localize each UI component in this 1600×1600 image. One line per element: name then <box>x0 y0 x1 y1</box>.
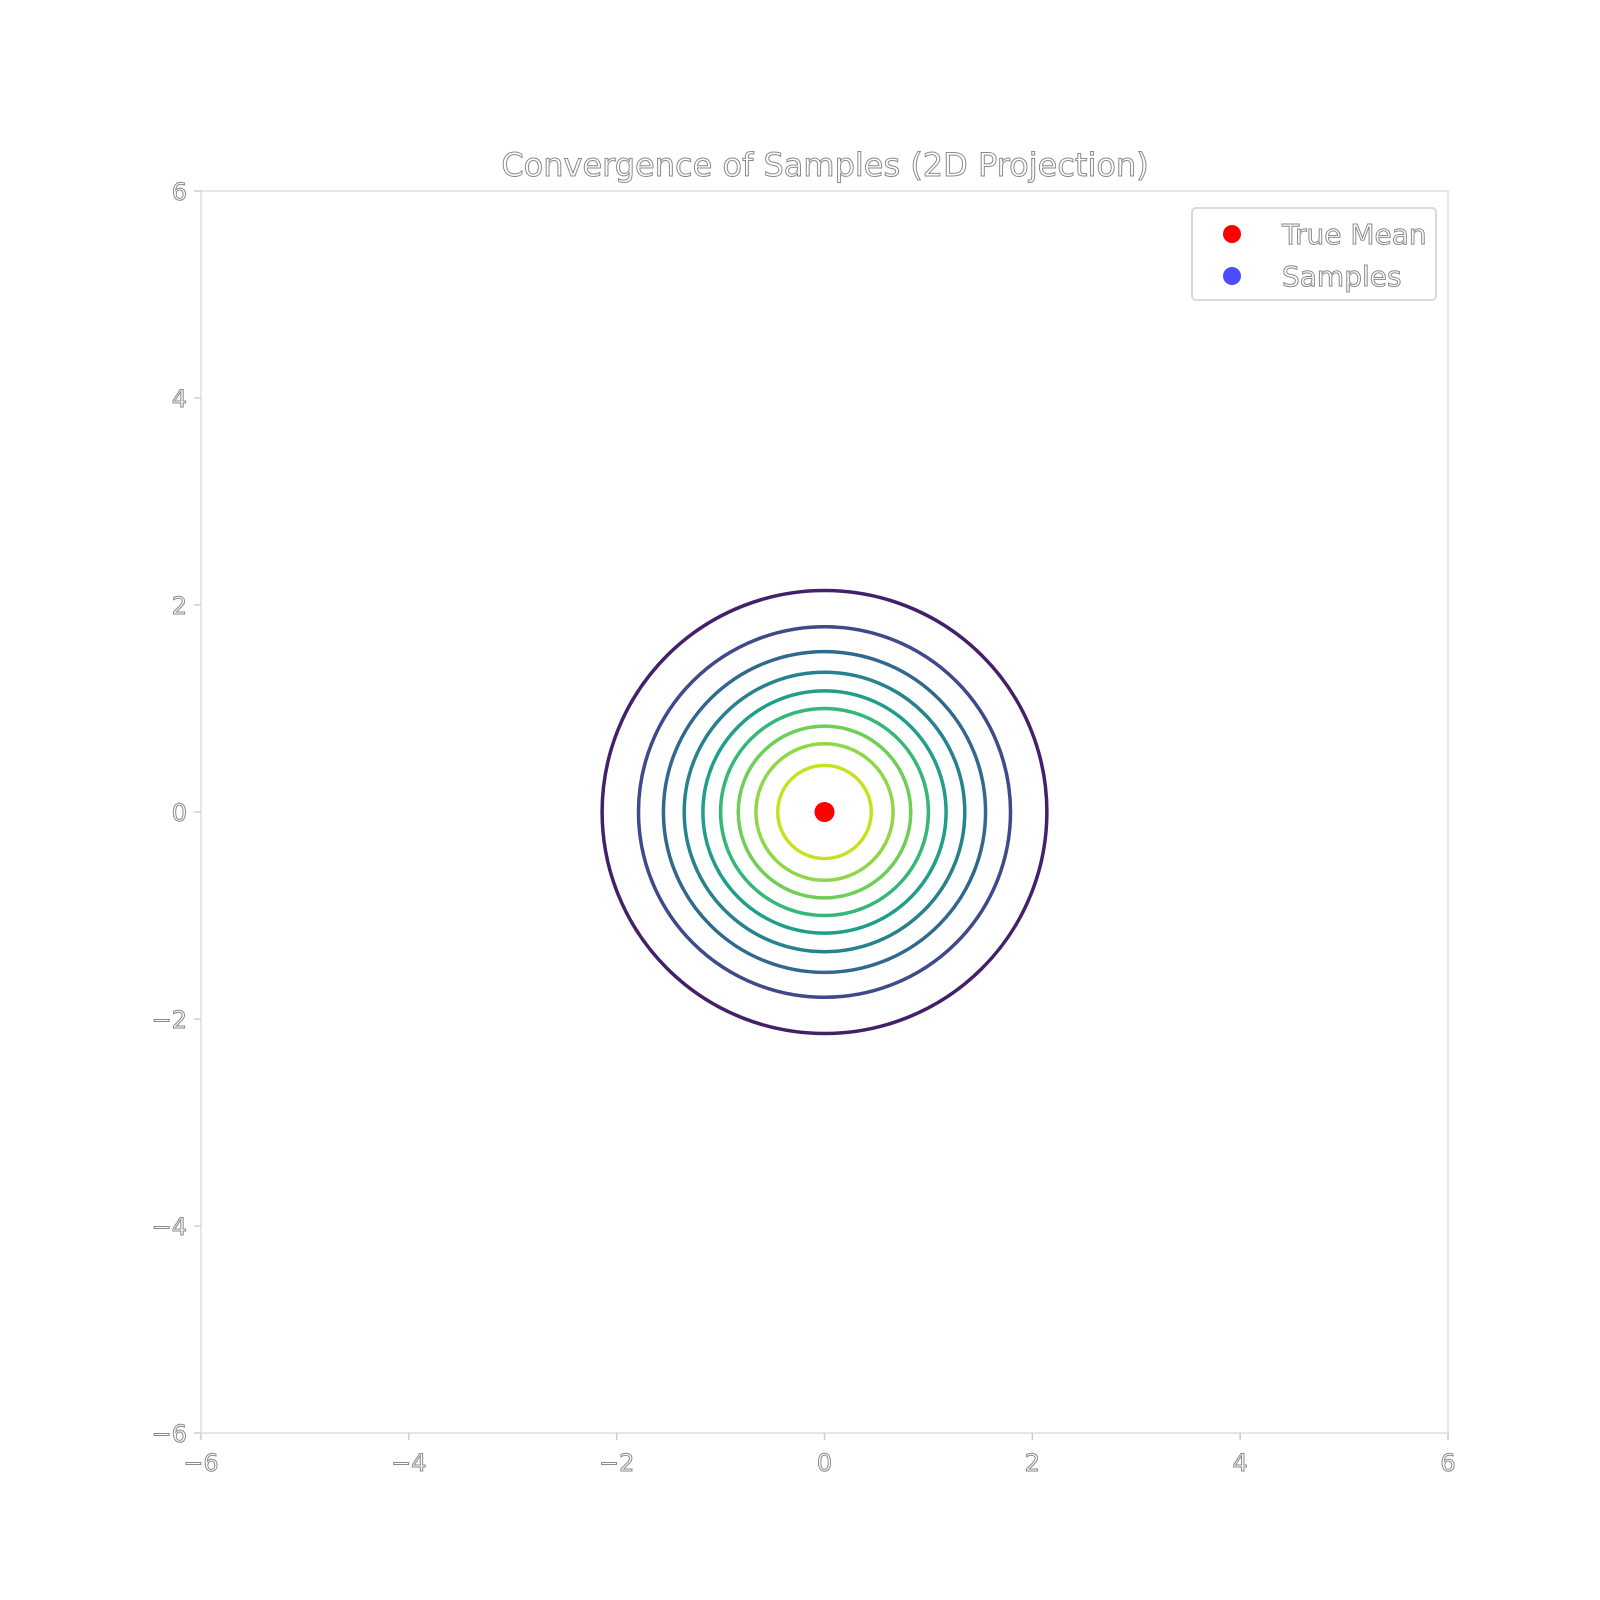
y-tick-label: 0 <box>172 799 187 827</box>
legend-label: True Mean <box>1281 218 1427 251</box>
x-tick-label: 4 <box>1233 1449 1248 1477</box>
x-tick-label: −4 <box>391 1449 426 1477</box>
x-tick-label: −6 <box>183 1449 218 1477</box>
contour-ring <box>701 689 948 935</box>
scatter-group <box>814 802 835 822</box>
y-tick-label: −2 <box>152 1006 187 1034</box>
y-axis: −6 −4 −2 0 2 4 6 <box>151 178 201 1449</box>
contour-ring <box>600 588 1049 1036</box>
contour-ring <box>736 724 913 900</box>
contour-ring <box>661 649 988 975</box>
x-tick-label: 2 <box>1025 1449 1040 1477</box>
contour-ring <box>775 763 874 861</box>
contour-group <box>600 588 1049 1036</box>
legend: True Mean Samples <box>1191 207 1437 301</box>
x-tick-label: 6 <box>1440 1449 1455 1477</box>
legend-marker <box>1223 225 1241 243</box>
contour-ring <box>636 624 1013 1000</box>
scatter-point <box>814 802 835 822</box>
legend-marker <box>1223 267 1241 285</box>
contour-ring <box>754 741 895 883</box>
x-tick-label: 0 <box>817 1449 832 1477</box>
y-tick-label: 2 <box>172 592 187 620</box>
x-axis: −6 −4 −2 0 2 4 6 <box>183 1433 1456 1478</box>
y-tick-label: −4 <box>152 1213 187 1241</box>
contour-ring <box>682 670 967 954</box>
y-tick-label: 4 <box>172 385 187 413</box>
contour-ring <box>718 706 931 918</box>
legend-label: Samples <box>1282 260 1402 293</box>
y-tick-label: 6 <box>172 178 187 206</box>
x-tick-label: −2 <box>599 1449 634 1477</box>
chart-title: Convergence of Samples (2D Projection) <box>501 146 1148 184</box>
legend-box <box>1191 207 1437 301</box>
y-tick-label: −6 <box>152 1420 187 1448</box>
